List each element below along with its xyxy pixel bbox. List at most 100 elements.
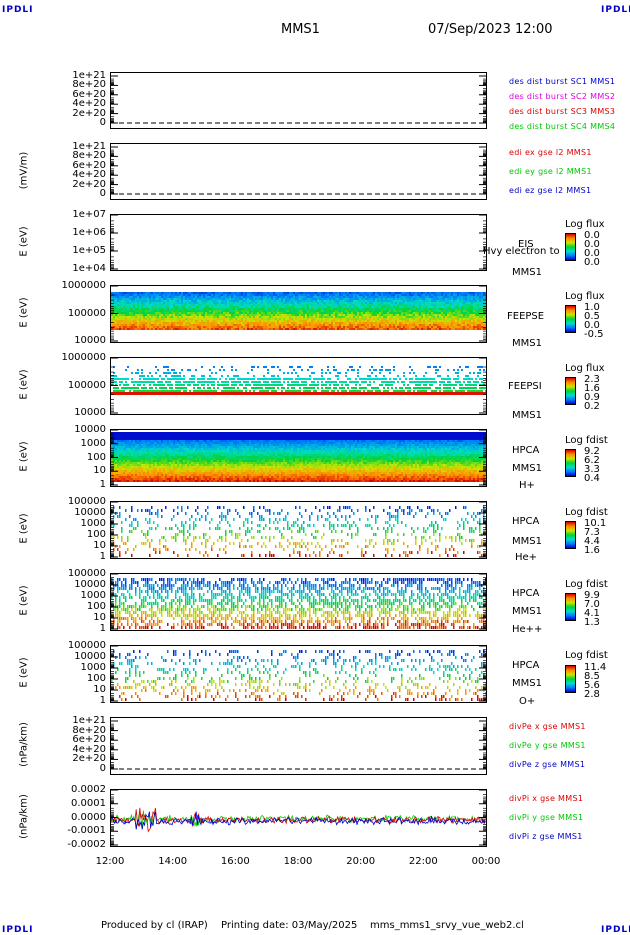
y-tick-label: -0.0002 (36, 840, 106, 850)
y-tick-label: 100 (36, 453, 106, 463)
y-axis-label: E (eV) (19, 211, 30, 271)
y-tick-label: 1e+06 (36, 228, 106, 238)
footer-produced-by: Produced by cl (IRAP) (101, 920, 208, 931)
legend-entry: divPe x gse MMS1 (509, 722, 586, 731)
y-tick-label: -0.0001 (36, 826, 106, 836)
colorbar (565, 593, 576, 621)
legend-entry: des dist burst SC4 MMS4 (509, 122, 615, 131)
instrument-label: MMS1 (512, 606, 542, 617)
spacecraft-title: MMS1 (281, 22, 320, 37)
colorbar-title: Log fdist (565, 579, 608, 590)
x-tick-label: 14:00 (148, 856, 198, 867)
y-tick-label: 1e+05 (36, 246, 106, 256)
y-axis-label: E (eV) (19, 643, 30, 703)
y-tick-label: 0.0000 (36, 813, 106, 823)
legend-entry: des dist burst SC3 MMS3 (509, 107, 615, 116)
y-tick-label: 100 (36, 602, 106, 612)
instrument-label: H+ (519, 480, 535, 491)
y-tick-label: 1000 (36, 519, 106, 529)
y-tick-label: 100000 (36, 641, 106, 651)
y-tick-marks (110, 72, 487, 129)
y-tick-label: 1000 (36, 591, 106, 601)
x-tick-label: 00:00 (461, 856, 511, 867)
instrument-label: MMS1 (512, 463, 542, 474)
colorbar (565, 521, 576, 549)
instrument-label: MMS1 (512, 678, 542, 689)
instrument-label: HPCA (512, 660, 539, 671)
y-tick-label: 0.0002 (36, 785, 106, 795)
legend-entry: divPe y gse MMS1 (509, 741, 586, 750)
y-tick-label: 100000 (36, 569, 106, 579)
instrument-label: O+ (519, 696, 535, 707)
y-tick-label: 1e+04 (36, 264, 106, 274)
y-tick-label: 1000 (36, 663, 106, 673)
y-tick-label: 1 (36, 480, 106, 490)
y-tick-label: 10 (36, 685, 106, 695)
instrument-label: FEEPSI (508, 381, 542, 392)
y-tick-marks (110, 573, 487, 631)
y-axis-label: E (eV) (19, 499, 30, 559)
y-tick-label: 10000 (36, 652, 106, 662)
instrument-label: HPCA (512, 516, 539, 527)
y-tick-label: 100 (36, 530, 106, 540)
colorbar-title: Log fdist (565, 435, 608, 446)
instrument-label: FEEPSE (507, 311, 544, 322)
y-tick-label: 1 (36, 624, 106, 634)
instrument-label: MMS1 (512, 267, 542, 278)
y-tick-label: 0 (36, 189, 106, 199)
y-tick-label: 100 (36, 674, 106, 684)
y-axis-label: E (eV) (19, 571, 30, 631)
colorbar-title: Log flux (565, 219, 605, 230)
y-tick-label: 100000 (36, 309, 106, 319)
instrument-label: He+ (515, 552, 537, 563)
x-tick-label: 16:00 (210, 856, 260, 867)
footer-printing-date: Printing date: 03/May/2025 (221, 920, 357, 931)
y-tick-label: 10000 (36, 508, 106, 518)
y-tick-label: 10000 (36, 336, 106, 346)
y-axis-label: E (eV) (19, 283, 30, 343)
y-tick-label: 10000 (36, 425, 106, 435)
colorbar-value: 0.2 (584, 402, 600, 412)
y-tick-label: 10 (36, 541, 106, 551)
instrument-label: He++ (512, 624, 542, 635)
instrument-label: HPCA (512, 445, 539, 456)
y-tick-marks (110, 357, 487, 415)
y-tick-marks (110, 285, 487, 343)
y-tick-label: 10000 (36, 408, 106, 418)
colorbar (565, 665, 576, 693)
y-tick-label: 10000 (36, 580, 106, 590)
y-tick-marks (110, 143, 487, 200)
y-tick-marks (110, 429, 487, 487)
legend-entry: edi ey gse l2 MMS1 (509, 167, 592, 176)
legend-entry: des dist burst SC2 MMS2 (509, 92, 615, 101)
x-tick-label: 20:00 (336, 856, 386, 867)
instrument-label: MMS1 (512, 410, 542, 421)
colorbar-title: Log flux (565, 291, 605, 302)
x-tick-label: 18:00 (273, 856, 323, 867)
colorbar-value: -0.5 (584, 330, 604, 340)
y-tick-label: 1000000 (36, 353, 106, 363)
footer-script-name: mms_mms1_srvy_vue_web2.cl (370, 920, 524, 931)
corner-label-top-left: IPDLI (2, 5, 34, 15)
y-tick-marks (110, 789, 487, 847)
y-tick-marks (110, 501, 487, 559)
instrument-label: MMS1 (512, 338, 542, 349)
colorbar (565, 305, 576, 333)
colorbar-value: 0.4 (584, 474, 600, 484)
y-tick-label: 0.0001 (36, 799, 106, 809)
y-axis-label: (nPa/km) (19, 715, 30, 775)
y-tick-label: 0 (36, 118, 106, 128)
y-tick-label: 0 (36, 764, 106, 774)
colorbar (565, 377, 576, 405)
legend-entry: edi ex gse l2 MMS1 (509, 148, 592, 157)
corner-label-top-right: IPDLI (601, 5, 630, 15)
legend-entry: des dist burst SC1 MMS1 (509, 77, 615, 86)
colorbar-title: Log fdist (565, 650, 608, 661)
legend-entry: divPe z gse MMS1 (509, 760, 585, 769)
colorbar-value: 2.8 (584, 690, 600, 700)
instrument-label: MMS1 (512, 536, 542, 547)
y-tick-label: 1000 (36, 439, 106, 449)
colorbar (565, 233, 576, 261)
y-tick-marks (110, 645, 487, 703)
y-tick-label: 1000000 (36, 281, 106, 291)
